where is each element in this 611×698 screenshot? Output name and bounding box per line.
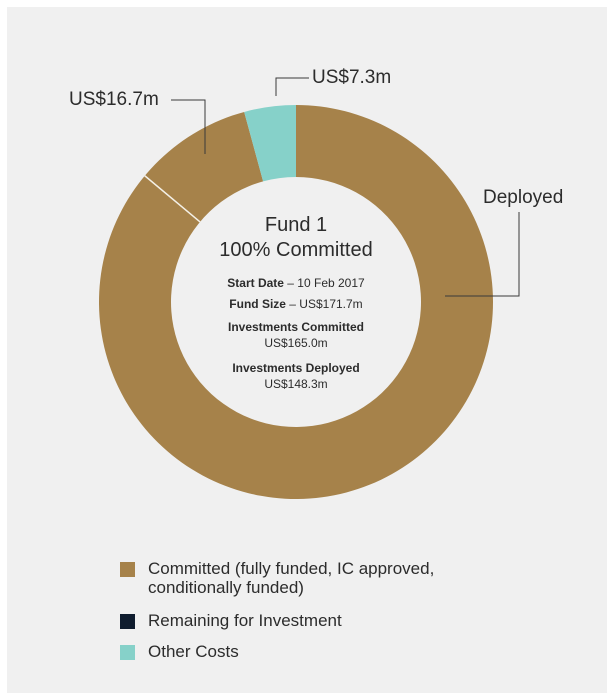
- investments-deployed-value: US$148.3m: [264, 377, 328, 391]
- start-date-label: Start Date: [227, 276, 284, 290]
- investments-deployed-label: Investments Deployed: [232, 361, 360, 375]
- callout-deployed: Deployed: [483, 187, 564, 208]
- leader-deployed: [445, 212, 520, 297]
- fund-size-value: – US$171.7m: [285, 297, 363, 311]
- legend-item-remaining: Remaining for Investment: [120, 611, 508, 630]
- investments-committed-value: US$165.0m: [264, 336, 328, 350]
- deployed-divider-line: [144, 175, 201, 223]
- leader-other-costs: [275, 77, 309, 96]
- leader-undeployed: [171, 99, 206, 154]
- legend-item-committed: Committed (fully funded, IC approved, co…: [120, 559, 508, 597]
- fund-title: Fund 1: [264, 214, 328, 236]
- fund-size-line: Fund Size – US$171.7m: [186, 297, 406, 312]
- legend-swatch-committed: [120, 562, 135, 577]
- legend-label-other-costs: Other Costs: [148, 642, 239, 661]
- callout-undeployed-amount: US$16.7m: [69, 89, 159, 110]
- start-date-value: – 10 Feb 2017: [283, 276, 365, 290]
- legend-label-committed: Committed (fully funded, IC approved, co…: [148, 559, 435, 597]
- legend-swatch-other-costs: [120, 645, 135, 660]
- legend-swatch-remaining: [120, 614, 135, 629]
- commitment-percentage: 100% Committed: [219, 239, 373, 261]
- investments-committed-label: Investments Committed: [227, 320, 365, 334]
- start-date-line: Start Date – 10 Feb 2017: [186, 276, 406, 291]
- legend-label-remaining: Remaining for Investment: [148, 611, 342, 630]
- fund-size-label: Fund Size: [229, 297, 286, 311]
- callout-other-costs-amount: US$7.3m: [312, 67, 392, 88]
- slice-other-costs: [244, 105, 296, 182]
- slice-committed: [98, 105, 493, 499]
- legend-item-other-costs: Other Costs: [120, 642, 508, 661]
